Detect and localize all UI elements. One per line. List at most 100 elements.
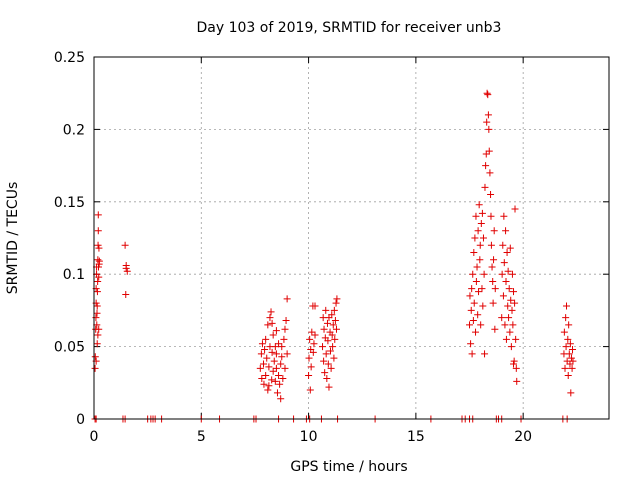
- data-point: [324, 337, 332, 345]
- data-point: [566, 360, 574, 368]
- data-point: [329, 343, 337, 351]
- data-point: [489, 277, 497, 285]
- data-point: [467, 340, 475, 348]
- data-point: [271, 343, 279, 351]
- grid-lines: [94, 57, 609, 419]
- data-point: [475, 201, 483, 209]
- data-point: [322, 306, 330, 314]
- data-point: [499, 241, 507, 249]
- data-point: [273, 389, 281, 397]
- data-point: [122, 264, 130, 272]
- data-point: [262, 335, 270, 343]
- data-point: [466, 321, 474, 329]
- x-axis-label: GPS time / hours: [290, 459, 407, 475]
- data-point: [281, 364, 289, 372]
- data-point: [95, 263, 103, 271]
- data-point: [331, 317, 339, 325]
- data-point: [563, 302, 571, 310]
- data-point: [330, 354, 338, 362]
- data-point: [121, 241, 129, 249]
- data-point: [265, 363, 273, 371]
- data-point: [512, 364, 520, 372]
- data-point: [481, 350, 489, 358]
- data-point: [566, 340, 574, 348]
- data-point: [479, 302, 487, 310]
- data-point: [490, 227, 498, 235]
- data-point: [502, 335, 510, 343]
- data-point: [257, 350, 265, 358]
- data-point: [326, 347, 334, 355]
- data-point: [508, 306, 516, 314]
- data-point: [278, 343, 286, 351]
- data-point: [306, 335, 314, 343]
- x-tick-label: 5: [197, 429, 206, 445]
- data-point: [564, 372, 572, 380]
- data-point: [270, 357, 278, 365]
- data-point: [94, 241, 102, 249]
- data-point: [565, 350, 573, 358]
- data-point: [472, 328, 480, 336]
- data-point: [475, 288, 483, 296]
- data-point: [92, 314, 100, 322]
- data-point: [307, 363, 315, 371]
- data-point: [277, 360, 285, 368]
- data-point: [322, 350, 330, 358]
- y-tick-label: 0.25: [54, 50, 85, 66]
- data-point: [260, 380, 268, 388]
- data-point: [510, 360, 518, 368]
- data-point: [93, 288, 101, 296]
- data-point: [498, 314, 506, 322]
- data-point: [324, 360, 332, 368]
- data-point: [330, 306, 338, 314]
- data-point: [504, 302, 512, 310]
- data-point: [310, 340, 318, 348]
- data-point: [503, 248, 511, 256]
- data-point: [280, 335, 288, 343]
- data-point: [485, 147, 493, 155]
- data-point: [320, 357, 328, 365]
- data-point: [490, 256, 498, 264]
- data-point: [499, 292, 507, 300]
- data-point: [94, 211, 102, 219]
- data-point: [328, 331, 336, 339]
- data-point: [325, 383, 333, 391]
- data-point: [470, 248, 478, 256]
- data-point: [320, 325, 328, 333]
- data-point: [561, 364, 569, 372]
- data-point: [305, 354, 313, 362]
- data-point: [470, 299, 478, 307]
- data-point: [562, 343, 570, 351]
- data-point: [478, 209, 486, 217]
- data-point: [472, 277, 480, 285]
- data-point: [482, 162, 490, 170]
- data-point: [93, 309, 101, 317]
- data-point: [560, 328, 568, 336]
- data-point: [502, 227, 510, 235]
- data-point: [508, 270, 516, 278]
- data-point: [268, 319, 276, 327]
- data-point: [323, 319, 331, 327]
- data-point: [95, 273, 103, 281]
- data-point: [505, 314, 513, 322]
- data-point: [476, 256, 484, 264]
- y-tick-label: 0.05: [54, 340, 85, 356]
- y-tick-label: 0: [76, 412, 85, 428]
- data-point: [488, 263, 496, 271]
- data-point: [500, 259, 508, 267]
- data-point: [262, 372, 270, 380]
- data-point: [305, 372, 313, 380]
- plot-frame: [93, 56, 610, 420]
- y-tick-label: 0.2: [63, 122, 85, 138]
- data-point: [500, 212, 508, 220]
- data-point: [505, 285, 513, 293]
- data-point: [510, 357, 518, 365]
- data-point: [266, 314, 274, 322]
- data-point: [569, 357, 577, 365]
- data-point: [469, 317, 477, 325]
- data-point: [95, 244, 103, 252]
- data-point: [272, 327, 280, 335]
- x-tick-label: 10: [300, 429, 318, 445]
- data-point: [258, 374, 266, 382]
- data-point: [258, 340, 266, 348]
